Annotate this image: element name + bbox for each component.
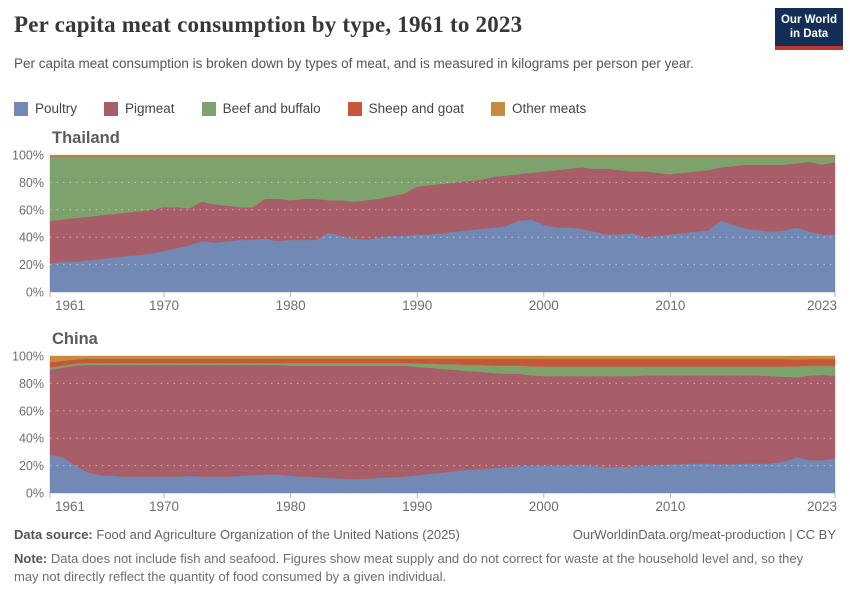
thailand-plot-svg: 0% 20% 40% 60% 80% 100% 1961 1970 1980 1990 2000 20… [12,149,837,314]
data-source-value: Food and Agriculture Organization of the… [96,527,460,542]
x-tick-label: 2010 [655,499,685,514]
legend: Poultry Pigmeat Beef and buffalo Sheep and … [14,101,586,116]
page-title: Per capita meat consumption by type, 196… [14,12,523,37]
x-tick-label: 1980 [276,298,306,313]
thailand-chart: 0% 20% 40% 60% 80% 100% 1961 1970 1980 1990 2000 20… [0,148,850,314]
x-tick-label: 2023 [807,499,837,514]
x-tick-label: 1980 [276,499,306,514]
x-tick-label: 1990 [402,499,432,514]
x-tick-label: 1961 [55,298,85,313]
legend-label: Beef and buffalo [222,101,321,116]
x-tick-label: 1990 [402,298,432,313]
x-tick-label: 2010 [655,298,685,313]
legend-item-pigmeat[interactable]: Pigmeat [104,101,175,116]
sheep-and-goat-swatch-icon [347,101,362,116]
footer: Data source: Food and Agriculture Organi… [14,527,836,542]
x-tick-label: 2000 [529,298,559,313]
owid-logo-line2: in Data [789,27,829,40]
chart-title-china: China [52,330,98,348]
area-other-meats-thailand[interactable] [49,154,836,156]
area-other-meats-china[interactable] [49,355,836,363]
chart-subtitle: Per capita meat consumption is broken do… [14,56,694,71]
data-source-label: Data source: [14,527,93,542]
area-pigmeat-china[interactable] [49,364,836,480]
y-tick-label: 40% [19,432,44,446]
owid-logo-line1: Our World [780,14,837,26]
note-label: Note: [14,551,48,566]
owid-logo[interactable]: Our World in Data [775,8,843,50]
legend-label: Poultry [35,101,78,116]
legend-item-other-meats[interactable]: Other meats [491,101,586,116]
y-tick-label: 20% [19,258,44,272]
china-chart: 0% 20% 40% 60% 80% 100% 1961 1970 1980 1990 2000 20… [0,349,850,515]
y-tick-label: 0% [26,286,44,300]
y-tick-label: 100% [12,149,44,163]
pigmeat-swatch-icon [104,101,119,116]
legend-item-beef-and-buffalo[interactable]: Beef and buffalo [201,101,321,116]
legend-label: Pigmeat [125,101,175,116]
x-tick-label: 2023 [807,298,837,313]
legend-item-poultry[interactable]: Poultry [14,101,77,116]
legend-label: Sheep and goat [368,101,464,116]
y-tick-label: 60% [19,404,44,418]
y-tick-label: 80% [19,377,44,391]
y-tick-label: 100% [12,350,44,364]
x-tick-label: 1961 [55,499,85,514]
beef-and-buffalo-swatch-icon [201,101,216,116]
owid-link[interactable]: OurWorldinData.org/meat-production | CC … [572,527,836,542]
china-plot-svg: 0% 20% 40% 60% 80% 100% 1961 1970 1980 1990 2000 20… [12,350,837,515]
y-tick-label: 20% [19,459,44,473]
x-tick-label: 2000 [529,499,559,514]
other-meats-swatch-icon [491,101,505,116]
footer-note: Note: Data does not include fish and sea… [14,550,824,585]
poultry-swatch-icon [14,101,28,116]
data-source: Data source: Food and Agriculture Organi… [14,527,460,542]
x-tick-label: 1970 [149,499,179,514]
y-tick-label: 40% [19,231,44,245]
x-tick-label: 1970 [149,298,179,313]
legend-item-sheep-and-goat[interactable]: Sheep and goat [347,101,464,116]
y-tick-label: 0% [26,487,44,501]
note-text: Data does not include fish and seafood. … [14,551,804,584]
y-tick-label: 80% [19,176,44,190]
y-tick-label: 60% [19,203,44,217]
chart-title-thailand: Thailand [52,129,120,147]
legend-label: Other meats [512,101,587,116]
